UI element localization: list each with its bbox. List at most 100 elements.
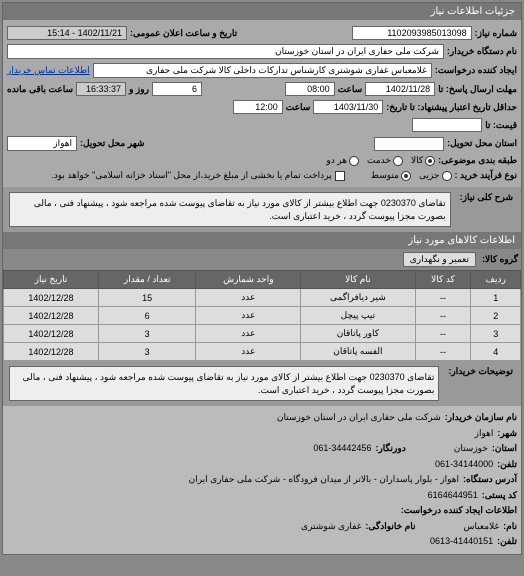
group-label: گروه کالا: — [482, 254, 518, 265]
table-cell: عدد — [196, 307, 301, 325]
footer-org: نام سازمان خریدار: شرکت ملی حفاری ایران … — [7, 410, 517, 426]
delivery-city-label: شهر محل تحویل: — [80, 138, 144, 149]
table-row: 4--الفسه پاتاقانعدد31402/12/28 — [4, 343, 521, 361]
row-creator: ایجاد کننده درخواست: غلامعباس غفاری شوشت… — [7, 61, 517, 80]
price-label: قیمت: تا — [485, 120, 517, 131]
footer-creator-info-label: اطلاعات ایجاد کننده درخواست: — [401, 504, 517, 518]
radio-dot-icon — [401, 171, 411, 181]
footer-creator-phone: تلفن: 0613-41440151 — [7, 534, 517, 550]
payment-note: پرداخت تمام یا بخشی از مبلغ خرید،از محل … — [51, 170, 331, 181]
footer-phone-value: 061-34144000 — [435, 458, 493, 472]
contact-link[interactable]: اطلاعات تماس خریدار — [7, 65, 90, 76]
footer-creator-phone-label: تلفن: — [497, 535, 517, 549]
footer-creator-phone-value: 0613-41440151 — [430, 535, 493, 549]
table-cell: شیر دیافراگمی — [301, 289, 415, 307]
table-cell: 1 — [471, 289, 521, 307]
creator-field: غلامعباس غفاری شوشتری کارشناس تدارکات دا… — [93, 63, 432, 78]
radio-goods[interactable]: کالا — [411, 155, 435, 166]
remain-left-label: ساعت باقی مانده — [7, 84, 73, 95]
footer-phone: تلفن: 061-34144000 — [7, 457, 517, 473]
footer-fax-label: دورنگار: — [375, 442, 405, 456]
buyer-org-label: نام دستگاه خریدار: — [447, 46, 517, 57]
table-row: 2--تیپ پیچلعدد61402/12/28 — [4, 307, 521, 325]
table-cell: 1402/12/28 — [4, 307, 99, 325]
footer-section: نام سازمان خریدار: شرکت ملی حفاری ایران … — [3, 406, 521, 554]
buyer-desc-label: توضیحات خریدار: — [444, 364, 517, 379]
footer-creator-name-value: غلامعباس — [463, 520, 499, 534]
table-header-row: ردیف کد کالا نام کالا واحد شمارش تعداد /… — [4, 271, 521, 289]
footer-creator-lname-value: غفاری شوشتری — [301, 520, 361, 534]
process-label: نوع فرآیند خرید : — [455, 170, 518, 181]
table-cell: عدد — [196, 325, 301, 343]
table-cell: 3 — [471, 325, 521, 343]
row-process: نوع فرآیند خرید : جزیی متوسط پرداخت تمام… — [7, 168, 517, 183]
th-code: کد کالا — [415, 271, 471, 289]
row-price: قیمت: تا — [7, 116, 517, 134]
row-request-no: شماره نیاز: 1102093985013098 تاریخ و ساع… — [7, 24, 517, 42]
radio-small[interactable]: جزیی — [419, 170, 452, 181]
footer-city-label: شهر: — [497, 427, 517, 441]
radio-medium[interactable]: متوسط — [371, 170, 411, 181]
row-category: طبقه بندی موضوعی: کالا خدمت هر دو — [7, 153, 517, 168]
panel-title: جزئیات اطلاعات نیاز — [3, 3, 521, 20]
payment-checkbox[interactable] — [335, 171, 345, 181]
validity-label: حداقل تاریخ اعتبار پیشنهاد: تا تاریخ: — [386, 102, 517, 113]
table-cell: 1402/12/28 — [4, 325, 99, 343]
category-pill: تعمیر و نگهداری — [403, 252, 476, 267]
footer-province-label: استان: — [492, 442, 517, 456]
table-cell: 4 — [471, 343, 521, 361]
remain-days-field: 6 — [152, 82, 202, 96]
items-table: ردیف کد کالا نام کالا واحد شمارش تعداد /… — [3, 270, 521, 361]
footer-creator-lname-label: نام خانوادگی: — [365, 520, 415, 534]
description-box: تقاضای 0230370 جهت اطلاع بیشتر از کالای … — [9, 192, 451, 227]
footer-city-value: اهواز — [475, 427, 494, 441]
time-label-1: ساعت — [338, 84, 363, 95]
footer-fax-value: 061-34442456 — [313, 442, 371, 456]
items-header: اطلاعات کالاهای مورد نیاز — [3, 232, 521, 249]
radio-dot-icon — [425, 156, 435, 166]
deadline-date-field: 1402/11/28 — [365, 82, 435, 96]
footer-postal-value: 6164644951 — [428, 489, 478, 503]
delivery-city-field: اهواز — [7, 136, 77, 151]
description-row: شرح کلی نیاز: تقاضای 0230370 جهت اطلاع ب… — [3, 187, 521, 232]
category-row: گروه کالا: تعمیر و نگهداری — [3, 249, 521, 270]
footer-org-value: شرکت ملی حفاری ایران در استان خوزستان — [277, 411, 441, 425]
request-no-field: 1102093985013098 — [352, 26, 472, 40]
footer-province-value: خوزستان — [454, 442, 488, 456]
radio-both[interactable]: هر دو — [326, 155, 359, 166]
main-panel: جزئیات اطلاعات نیاز شماره نیاز: 11020939… — [2, 2, 522, 555]
table-cell: -- — [415, 325, 471, 343]
table-cell: 15 — [98, 289, 196, 307]
radio-dot-icon — [349, 156, 359, 166]
form-section: شماره نیاز: 1102093985013098 تاریخ و ساع… — [3, 20, 521, 187]
row-validity: حداقل تاریخ اعتبار پیشنهاد: تا تاریخ: 14… — [7, 98, 517, 116]
row-deadline: مهلت ارسال پاسخ: تا 1402/11/28 ساعت 08:0… — [7, 80, 517, 98]
footer-phone-label: تلفن: — [497, 458, 517, 472]
table-cell: عدد — [196, 343, 301, 361]
remain-days-label: روز و — [129, 84, 149, 95]
footer-address: آدرس دستگاه: اهواز - بلوار پاسداران - با… — [7, 472, 517, 488]
table-cell: -- — [415, 307, 471, 325]
buyer-desc-row: توضیحات خریدار: تقاضای 0230370 جهت اطلاع… — [3, 361, 521, 406]
radio-service[interactable]: خدمت — [367, 155, 403, 166]
footer-postal-label: کد پستی: — [482, 489, 517, 503]
th-date: تاریخ نیاز — [4, 271, 99, 289]
th-index: ردیف — [471, 271, 521, 289]
table-cell: کاور پاتاقان — [301, 325, 415, 343]
delivery-addr-label: استان محل تحویل: — [447, 138, 517, 149]
footer-creator-name: نام: غلامعباس نام خانوادگی: غفاری شوشتری — [7, 519, 517, 535]
table-row: 3--کاور پاتاقانعدد31402/12/28 — [4, 325, 521, 343]
table-cell: 2 — [471, 307, 521, 325]
footer-fax-province: استان: خوزستان دورنگار: 061-34442456 — [7, 441, 517, 457]
table-cell: 6 — [98, 307, 196, 325]
table-cell: 3 — [98, 343, 196, 361]
validity-time-field: 12:00 — [233, 100, 283, 114]
time-label-2: ساعت — [286, 102, 311, 113]
buyer-desc-box: تقاضای 0230370 جهت اطلاع بیشتر از کالای … — [9, 366, 439, 401]
table-cell: تیپ پیچل — [301, 307, 415, 325]
footer-org-label: نام سازمان خریدار: — [445, 411, 517, 425]
remain-time-field: 16:33:37 — [76, 82, 126, 96]
radio-dot-icon — [442, 171, 452, 181]
process-radio-group: جزیی متوسط — [371, 170, 452, 181]
th-unit: واحد شمارش — [196, 271, 301, 289]
